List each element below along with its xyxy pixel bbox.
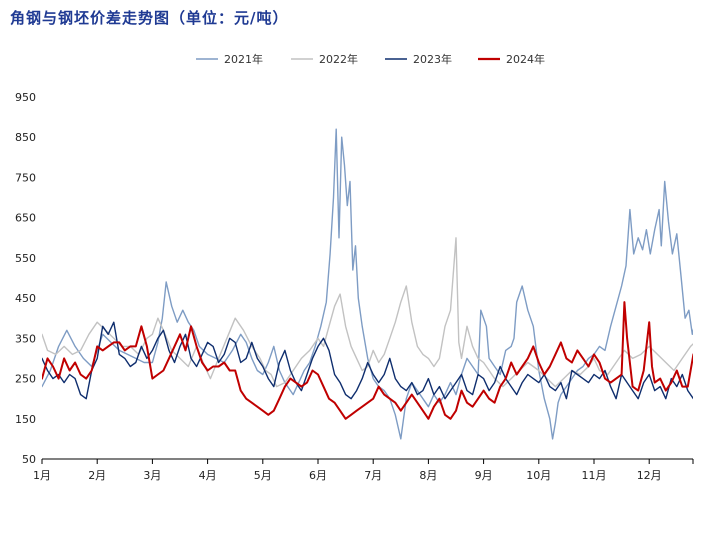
y-tick-label: 250 bbox=[15, 373, 36, 386]
x-tick-label: 4月 bbox=[199, 469, 217, 482]
legend-label: 2024年 bbox=[506, 52, 545, 66]
x-tick-label: 10月 bbox=[526, 469, 551, 482]
x-tick-label: 8月 bbox=[419, 469, 437, 482]
y-tick-label: 650 bbox=[15, 212, 36, 225]
x-tick-label: 1月 bbox=[33, 469, 51, 482]
y-tick-label: 150 bbox=[15, 413, 36, 426]
series-line-3 bbox=[42, 321, 693, 400]
legend-label: 2022年 bbox=[319, 52, 358, 66]
x-tick-label: 2月 bbox=[88, 469, 106, 482]
y-tick-label: 950 bbox=[15, 91, 36, 104]
x-tick-label: 3月 bbox=[143, 469, 161, 482]
x-tick-label: 12月 bbox=[637, 469, 662, 482]
series-line-1 bbox=[42, 128, 693, 440]
series-layer bbox=[42, 128, 693, 440]
x-tick-label: 9月 bbox=[475, 469, 493, 482]
x-tick-label: 7月 bbox=[364, 469, 382, 482]
x-axis: 1月 2月 3月 4月 5月 6月 7月 8月 9月 10月 11月 12月 bbox=[33, 458, 694, 482]
legend-label: 2023年 bbox=[413, 52, 452, 66]
y-tick-label: 50 bbox=[22, 453, 36, 466]
y-tick-label: 750 bbox=[15, 171, 36, 184]
x-tick-label: 11月 bbox=[582, 469, 607, 482]
y-axis: 50 150 250 350 450 550 650 750 850 950 bbox=[15, 91, 36, 466]
y-tick-label: 850 bbox=[15, 131, 36, 144]
chart-title: 角钢与钢坯价差走势图（单位：元/吨） bbox=[10, 9, 289, 27]
y-tick-label: 450 bbox=[15, 292, 36, 305]
chart-legend: 2021年 2022年 2023年 2024年 bbox=[196, 52, 545, 66]
series-line-4 bbox=[42, 301, 693, 420]
series-line-2 bbox=[42, 237, 693, 388]
x-tick-label: 6月 bbox=[309, 469, 327, 482]
x-tick-label: 5月 bbox=[254, 469, 272, 482]
y-tick-label: 550 bbox=[15, 252, 36, 265]
legend-label: 2021年 bbox=[224, 52, 263, 66]
y-tick-label: 350 bbox=[15, 332, 36, 345]
